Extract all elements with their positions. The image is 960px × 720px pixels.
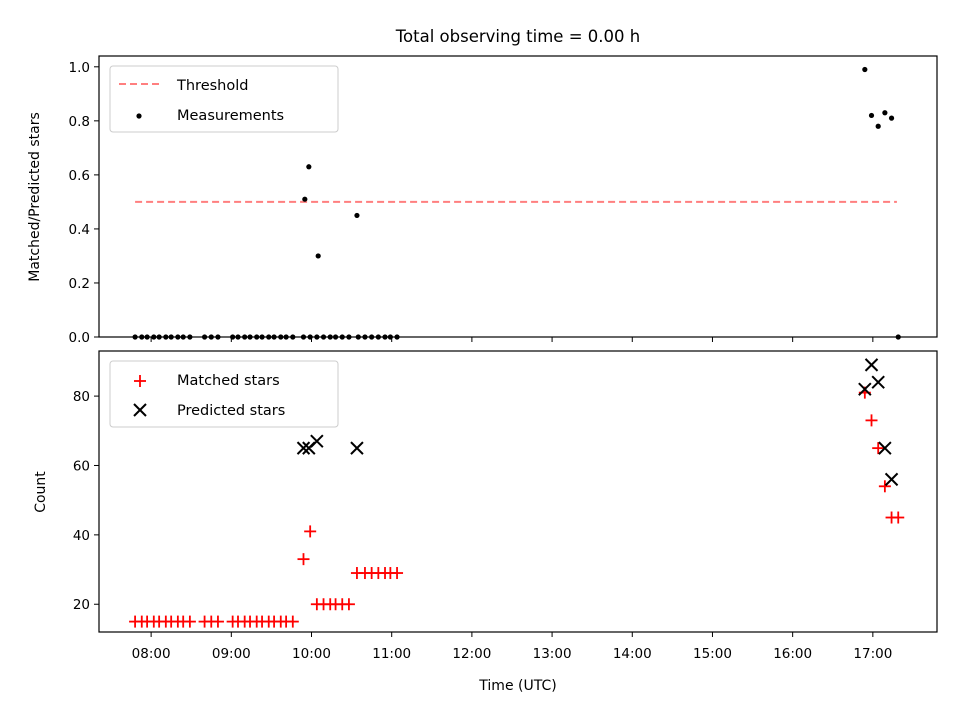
matched-star-point (304, 525, 317, 538)
ratio-y-tick-label: 0.4 (69, 222, 90, 238)
x-tick-label: 09:00 (212, 646, 251, 662)
matched-star-point (391, 567, 404, 580)
matched-star-point (865, 414, 878, 427)
matched-star-point (211, 615, 224, 628)
measurement-point (302, 196, 308, 202)
measurement-point (875, 123, 881, 129)
predicted-star-point (858, 382, 872, 396)
predicted-star-point (864, 358, 879, 372)
count-legend-box (109, 360, 339, 428)
count-y-axis-label: Count (33, 471, 49, 513)
x-tick-label: 11:00 (372, 646, 411, 662)
predicted-marker-b (310, 434, 324, 448)
predicted-marker-b (864, 358, 879, 372)
measurement-point (315, 253, 321, 259)
count-axes-frame (98, 350, 938, 633)
matched-star-point (342, 598, 355, 611)
x-tick-label: 15:00 (693, 646, 732, 662)
ratio-y-tick-label: 0.2 (69, 276, 90, 292)
threshold-legend-label: Threshold (176, 78, 248, 94)
ratio-y-tick-label: 0.0 (69, 330, 90, 346)
predicted-star-point (878, 441, 892, 455)
ratio-axes-frame (98, 55, 938, 338)
ratio-y-tick-label: 0.8 (69, 114, 90, 130)
ratio-plot-area: 0.0 0.2 0.4 0.6 0.8 1.0 (69, 60, 901, 346)
x-axis-label: Time (UTC) (478, 678, 556, 694)
matched-star-point (286, 615, 299, 628)
x-tick-label: 12:00 (452, 646, 491, 662)
chart-title: Total observing time = 0.00 h (395, 27, 640, 46)
predicted-star-point (871, 375, 885, 389)
count-y-tick-label: 60 (73, 458, 90, 474)
predicted-marker-b (871, 375, 885, 389)
measurement-point (888, 115, 895, 121)
predicted-marker-b (884, 472, 899, 487)
count-y-tick-label: 40 (73, 528, 90, 544)
predicted-star-point (296, 441, 311, 455)
x-tick-label: 16:00 (773, 646, 812, 662)
predicted-marker-b (296, 441, 311, 455)
x-tick-label: 10:00 (292, 646, 331, 662)
count-panel: Count Time (UTC) 08:00 09:00 10:00 11:00 12:… (33, 350, 938, 694)
ratio-legend: Threshold Measurements (109, 65, 339, 133)
count-y-tick-label: 80 (73, 389, 90, 405)
count-y-tick-label: 20 (73, 597, 90, 613)
measurements-legend-label: Measurements (177, 108, 284, 124)
x-tick-label: 13:00 (533, 646, 572, 662)
predicted-legend-label: Predicted stars (177, 403, 285, 419)
measurement-point (862, 66, 868, 73)
x-tick-label: 08:00 (132, 646, 171, 662)
count-legend: Matched stars Predicted stars (109, 360, 339, 428)
predicted-marker-b (350, 441, 364, 455)
ratio-panel: Matched/Predicted stars 0.0 0.2 0.4 0.6 0.8 1… (27, 55, 938, 346)
matched-star-point (872, 442, 885, 455)
predicted-legend-marker (133, 403, 147, 417)
matched-legend-label: Matched stars (177, 373, 280, 389)
matched-star-point (892, 511, 905, 524)
ratio-y-tick-label: 1.0 (69, 60, 90, 76)
predicted-star-point (884, 472, 899, 487)
measurement-point (306, 164, 312, 170)
measurement-point (354, 212, 360, 219)
measurement-point (882, 110, 888, 116)
matched-star-point (878, 480, 891, 493)
x-tick-label: 17:00 (853, 646, 892, 662)
x-tick-label: 14:00 (613, 646, 652, 662)
matched-legend-marker (134, 375, 146, 387)
predicted-marker-b (878, 441, 892, 455)
predicted-marker-b (858, 382, 872, 396)
ratio-y-axis-label: Matched/Predicted stars (27, 112, 43, 282)
count-plot-area: 08:00 09:00 10:00 11:00 12:00 13:00 14:00 15:00… (73, 358, 905, 662)
predicted-star-point (310, 434, 324, 448)
ratio-y-tick-label: 0.6 (69, 168, 90, 184)
measurements-legend-marker (136, 113, 142, 119)
matched-star-point (183, 615, 196, 628)
matched-star-point (297, 553, 310, 566)
ratio-legend-box (109, 65, 339, 133)
predicted-star-point (350, 441, 364, 455)
measurement-point (868, 112, 875, 119)
